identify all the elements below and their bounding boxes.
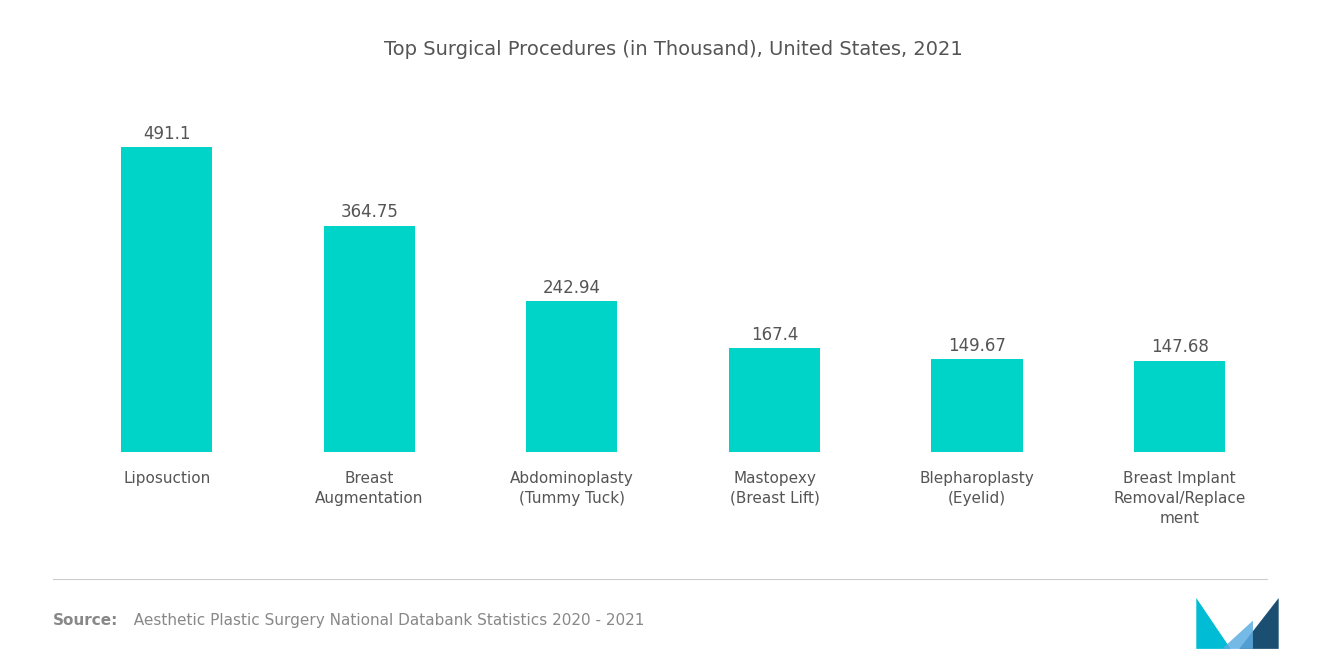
Bar [527,301,618,452]
Text: 167.4: 167.4 [751,326,799,344]
Text: 491.1: 491.1 [143,125,190,143]
Bar [121,148,213,452]
Title: Top Surgical Procedures (in Thousand), United States, 2021: Top Surgical Procedures (in Thousand), U… [384,40,962,59]
Bar [932,359,1023,452]
Text: 147.68: 147.68 [1151,338,1209,356]
Polygon shape [1222,620,1253,649]
Polygon shape [1239,598,1279,649]
Text: Source:: Source: [53,613,119,628]
Bar [1134,360,1225,452]
Text: 242.94: 242.94 [543,279,601,297]
Text: 149.67: 149.67 [948,337,1006,355]
Polygon shape [1196,598,1230,649]
Text: 364.75: 364.75 [341,203,399,221]
Bar [323,226,414,452]
Bar [729,348,820,452]
Text: Aesthetic Plastic Surgery National Databank Statistics 2020 - 2021: Aesthetic Plastic Surgery National Datab… [124,613,644,628]
